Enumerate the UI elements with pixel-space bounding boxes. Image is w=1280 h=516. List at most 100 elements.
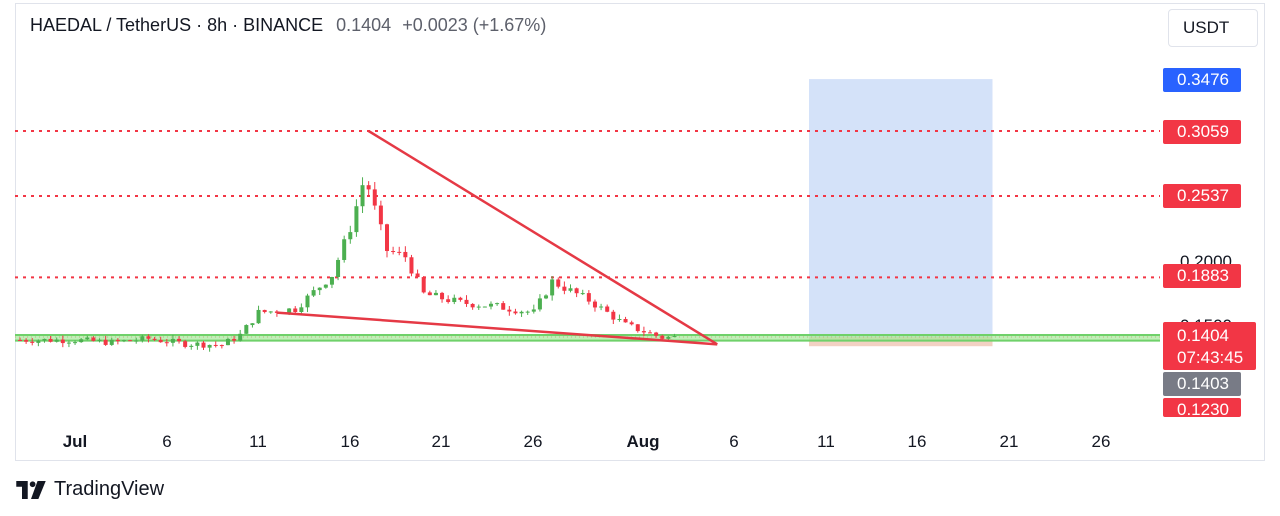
candle-down	[427, 292, 432, 296]
level-price-tag: 0.2537	[1163, 184, 1241, 208]
candle-down	[641, 331, 646, 333]
candle-up	[170, 338, 175, 343]
candle-down	[378, 205, 383, 225]
support-band	[15, 335, 1160, 341]
candle-down	[48, 338, 53, 342]
candle-down	[30, 341, 35, 343]
candle-down	[213, 344, 218, 346]
candle-up	[544, 295, 549, 299]
candle-up	[73, 342, 78, 344]
candle-down	[421, 277, 426, 293]
candle-up	[599, 306, 604, 308]
target-price-tag: 0.3476	[1163, 68, 1241, 92]
candle-up	[97, 339, 102, 341]
candle-down	[458, 297, 463, 300]
candle-up	[36, 340, 41, 343]
candle-down	[507, 309, 512, 312]
chart-frame[interactable]	[15, 3, 1265, 461]
candle-down	[556, 279, 561, 287]
candle-down	[103, 339, 108, 345]
candle-up	[66, 342, 71, 344]
candle-up	[311, 290, 316, 296]
tradingview-logo-icon	[16, 480, 46, 499]
candle-up	[433, 292, 438, 296]
candle-down	[629, 322, 634, 325]
candle-down	[605, 306, 610, 312]
candle-down	[146, 336, 151, 339]
candle-down	[586, 293, 591, 302]
candle-up	[531, 309, 536, 312]
candle-down	[24, 340, 29, 342]
candle-down	[611, 311, 616, 320]
candle-up	[568, 288, 573, 291]
header-change: +0.0023 (+1.67%)	[402, 15, 547, 35]
x-axis-tick-label: Jul	[62, 432, 88, 451]
candle-down	[391, 251, 396, 253]
x-axis-tick-label: 11	[817, 432, 835, 451]
candle-down	[397, 251, 402, 253]
candle-up	[329, 276, 334, 285]
candle-down	[385, 224, 389, 252]
candle-up	[109, 339, 114, 345]
candle-up	[476, 306, 481, 308]
footer-brand: TradingView	[16, 478, 164, 501]
bar-countdown: 07:43:45	[1177, 348, 1244, 367]
candle-up	[244, 325, 249, 334]
candle-down	[372, 189, 377, 206]
currency-unit-button[interactable]: USDT	[1168, 9, 1258, 47]
symbol-title: HAEDAL / TetherUS · 8h · BINANCE	[30, 15, 324, 35]
candle-down	[623, 318, 628, 323]
candle-down	[415, 273, 420, 278]
candle-up	[317, 287, 322, 291]
wedge-lower-trendline	[276, 311, 718, 346]
candle-up	[287, 308, 292, 314]
candle-down	[648, 332, 653, 334]
candle-up	[550, 279, 555, 296]
candle-down	[501, 303, 506, 310]
x-axis-tick-label: 26	[523, 432, 543, 451]
candle-down	[574, 288, 579, 294]
x-axis-tick-label: 11	[249, 432, 267, 451]
candle-up	[360, 185, 365, 207]
candle-up	[195, 342, 200, 346]
candle-down	[115, 339, 120, 342]
candle-up	[207, 344, 212, 348]
chart-header: HAEDAL / TetherUS · 8h · BINANCE 0.1404 …	[30, 15, 546, 36]
candle-down	[513, 311, 518, 314]
current-price-tag: 0.1404 07:43:45	[1163, 322, 1256, 370]
candle-up	[666, 336, 671, 339]
candle-down	[18, 339, 22, 341]
candle-up	[79, 339, 84, 343]
candle-up	[299, 307, 304, 312]
candle-down	[446, 299, 451, 303]
candle-down	[164, 342, 169, 344]
candle-up	[495, 303, 500, 305]
candle-up	[323, 284, 328, 288]
candle-up	[225, 338, 230, 346]
current-price: 0.1404	[1177, 326, 1229, 345]
candle-up	[42, 338, 47, 341]
target-zone	[809, 79, 993, 338]
candle-down	[183, 341, 188, 347]
x-axis-tick-label: 21	[431, 432, 451, 451]
candle-up	[238, 333, 243, 341]
candle-up	[617, 318, 622, 320]
candle-up	[672, 336, 677, 338]
candle-down	[262, 309, 267, 313]
brand-name: TradingView	[54, 478, 165, 500]
candle-down	[654, 332, 659, 336]
candle-up	[342, 239, 347, 260]
candle-down	[128, 340, 133, 342]
candle-down	[293, 308, 298, 312]
candle-down	[562, 286, 567, 291]
candle-up	[268, 311, 273, 313]
prev-close-tag: 0.1403	[1163, 372, 1241, 396]
candle-up	[256, 309, 261, 324]
candle-up	[305, 295, 310, 308]
candle-up	[482, 306, 487, 308]
candle-down	[409, 257, 414, 274]
wedge-upper-trendline	[367, 129, 718, 346]
x-axis-tick-label: 6	[729, 432, 739, 451]
candle-down	[592, 301, 597, 308]
